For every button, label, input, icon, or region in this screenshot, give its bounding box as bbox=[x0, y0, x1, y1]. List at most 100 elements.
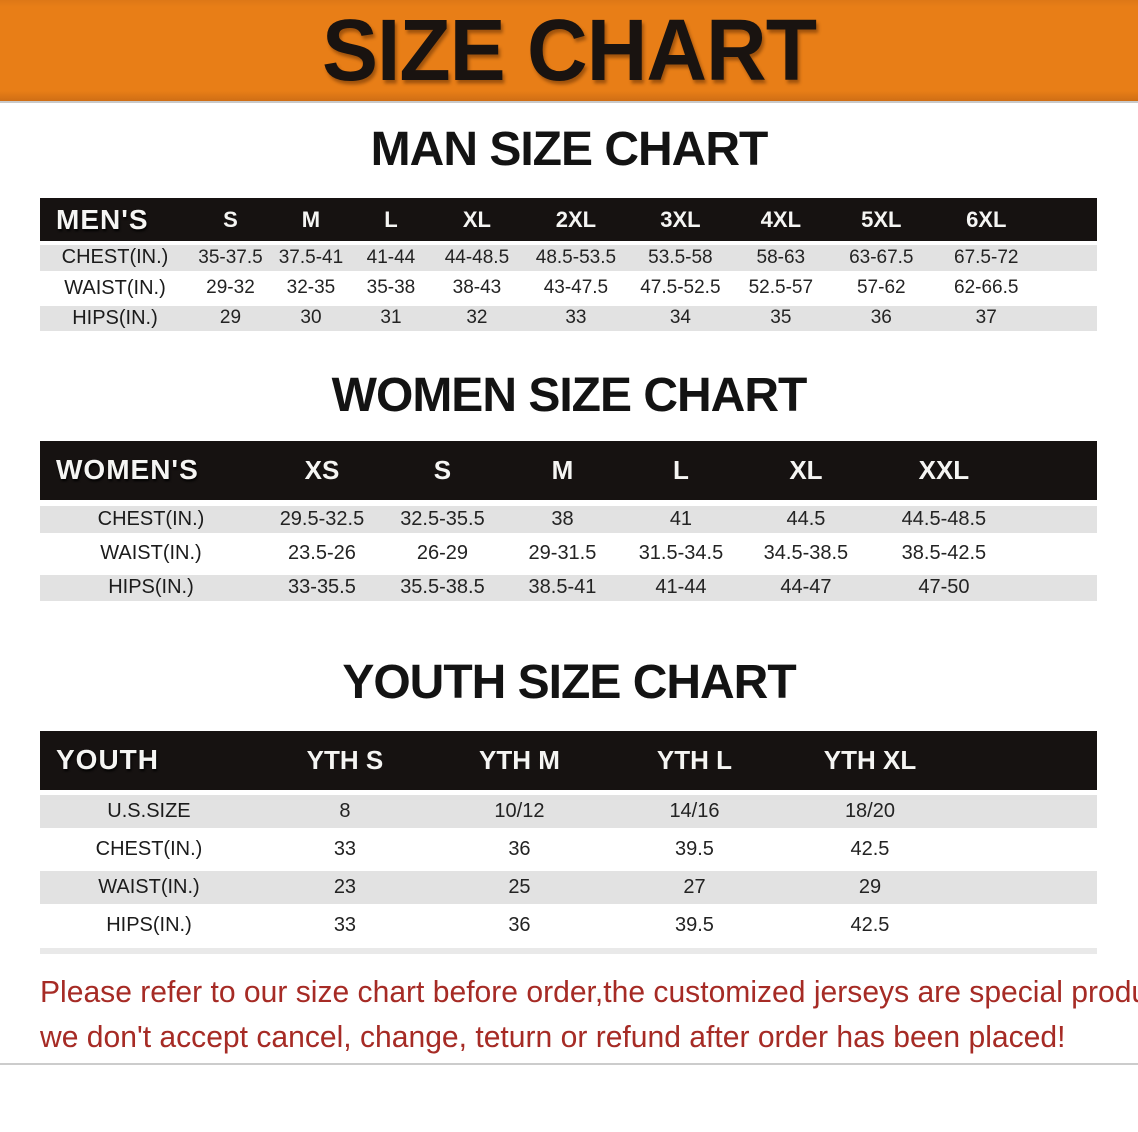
table-row: HIPS(IN.) 29 30 31 32 33 34 35 36 37 bbox=[40, 303, 1097, 336]
column-header: 5XL bbox=[829, 198, 933, 245]
column-header: XS bbox=[261, 440, 382, 506]
size-value: 44-48.5 bbox=[430, 243, 523, 276]
size-value: 37 bbox=[932, 303, 1040, 336]
size-value: 39.5 bbox=[606, 830, 782, 871]
row-label: U.S.SIZE bbox=[40, 792, 258, 833]
column-header: XXL bbox=[871, 440, 1016, 506]
size-value: 47-50 bbox=[871, 570, 1016, 609]
size-value: 29-31.5 bbox=[502, 536, 622, 575]
table-title-cell: YOUTH bbox=[40, 730, 258, 795]
size-value: 48.5-53.5 bbox=[522, 243, 629, 276]
filler-cell bbox=[1015, 502, 1097, 541]
size-value: 35 bbox=[731, 303, 830, 336]
table-row: CHEST(IN.) 35-37.5 37.5-41 41-44 44-48.5 48.5… bbox=[40, 243, 1097, 276]
size-value: 38.5-42.5 bbox=[871, 536, 1016, 575]
column-header: S bbox=[190, 198, 271, 245]
table-header-row: WOMEN'S XS S M L XL XXL bbox=[40, 440, 1097, 506]
column-header: YTH S bbox=[257, 730, 432, 795]
size-value: 43-47.5 bbox=[522, 273, 629, 306]
row-label: WAIST(IN.) bbox=[40, 536, 262, 575]
size-value: 62-66.5 bbox=[932, 273, 1040, 306]
table-row: WAIST(IN.) 29-32 32-35 35-38 38-43 43-47.5 47.… bbox=[40, 273, 1097, 306]
table-row: CHEST(IN.) 33 36 39.5 42.5 bbox=[40, 830, 1097, 871]
size-value: 41-44 bbox=[350, 243, 431, 276]
filler-cell bbox=[957, 868, 1097, 909]
filler-cell bbox=[1039, 303, 1097, 336]
table-row: CHEST(IN.) 29.5-32.5 32.5-35.5 38 41 44.5 44.5… bbox=[40, 502, 1097, 541]
section-heading-man: MAN SIZE CHART bbox=[370, 123, 769, 176]
column-header: L bbox=[621, 440, 740, 506]
size-value: 33-35.5 bbox=[261, 570, 382, 609]
size-value: 44-47 bbox=[739, 570, 872, 609]
row-label: CHEST(IN.) bbox=[40, 830, 258, 871]
row-label: CHEST(IN.) bbox=[40, 243, 190, 276]
size-value: 42.5 bbox=[781, 906, 958, 947]
size-value: 38-43 bbox=[430, 273, 523, 306]
table-row: U.S.SIZE 8 10/12 14/16 18/20 bbox=[40, 792, 1097, 833]
size-value: 63-67.5 bbox=[829, 243, 933, 276]
filler-cell bbox=[1015, 536, 1097, 575]
size-value: 26-29 bbox=[381, 536, 503, 575]
size-value: 32.5-35.5 bbox=[381, 502, 503, 541]
row-label: WAIST(IN.) bbox=[40, 868, 258, 909]
table-title-cell: WOMEN'S bbox=[40, 440, 262, 506]
table-header-row: MEN'S S M L XL 2XL 3XL 4XL 5XL 6XL bbox=[40, 198, 1097, 245]
size-value: 57-62 bbox=[829, 273, 933, 306]
size-value: 10/12 bbox=[431, 792, 607, 833]
section-heading-youth: YOUTH SIZE CHART bbox=[342, 655, 796, 709]
table-header-row: YOUTH YTH S YTH M YTH L YTH XL bbox=[40, 730, 1097, 795]
column-header: L bbox=[350, 198, 431, 245]
size-value: 47.5-52.5 bbox=[628, 273, 732, 306]
size-value: 29 bbox=[190, 303, 271, 336]
section-heading-women: WOMEN SIZE CHART bbox=[331, 368, 808, 422]
bottom-divider bbox=[0, 1063, 1138, 1065]
size-value: 36 bbox=[431, 830, 607, 871]
row-label: HIPS(IN.) bbox=[40, 570, 262, 609]
size-value: 33 bbox=[257, 830, 432, 871]
size-value: 33 bbox=[522, 303, 629, 336]
size-value: 30 bbox=[270, 303, 351, 336]
column-header: XL bbox=[430, 198, 523, 245]
size-value: 29.5-32.5 bbox=[261, 502, 382, 541]
size-value: 42.5 bbox=[781, 830, 958, 871]
size-value: 44.5 bbox=[739, 502, 872, 541]
size-value: 32 bbox=[430, 303, 523, 336]
table-row: HIPS(IN.) 33-35.5 35.5-38.5 38.5-41 41-44 44-… bbox=[40, 570, 1097, 609]
column-header: S bbox=[381, 440, 503, 506]
row-label: WAIST(IN.) bbox=[40, 273, 190, 306]
size-value: 31.5-34.5 bbox=[621, 536, 740, 575]
filler-cell bbox=[1015, 570, 1097, 609]
youth-table-bottom-strip bbox=[40, 948, 1097, 954]
size-value: 25 bbox=[431, 868, 607, 909]
size-value: 23 bbox=[257, 868, 432, 909]
column-header: 3XL bbox=[628, 198, 732, 245]
size-value: 41 bbox=[621, 502, 740, 541]
table-title-cell: MEN'S bbox=[40, 198, 190, 245]
size-value: 33 bbox=[257, 906, 432, 947]
disclaimer-text: Please refer to our size chart before or… bbox=[40, 969, 1138, 1059]
size-value: 67.5-72 bbox=[932, 243, 1040, 276]
size-value: 34.5-38.5 bbox=[739, 536, 872, 575]
size-value: 35-38 bbox=[350, 273, 431, 306]
column-header: 2XL bbox=[522, 198, 629, 245]
column-header: YTH L bbox=[606, 730, 782, 795]
size-value: 58-63 bbox=[731, 243, 830, 276]
mens-size-table: MEN'S S M L XL 2XL 3XL 4XL 5XL 6XL CHEST(IN.) 35-37… bbox=[40, 198, 1097, 336]
table-row: WAIST(IN.) 23 25 27 29 bbox=[40, 868, 1097, 909]
youth-size-table: YOUTH YTH S YTH M YTH L YTH XL U.S.SIZE 8 10/12… bbox=[40, 730, 1097, 947]
size-value: 44.5-48.5 bbox=[871, 502, 1016, 541]
table-row: HIPS(IN.) 33 36 39.5 42.5 bbox=[40, 906, 1097, 947]
size-value: 41-44 bbox=[621, 570, 740, 609]
filler-cell bbox=[1015, 440, 1097, 506]
size-value: 37.5-41 bbox=[270, 243, 351, 276]
size-value: 36 bbox=[829, 303, 933, 336]
size-value: 27 bbox=[606, 868, 782, 909]
column-header: 4XL bbox=[731, 198, 830, 245]
column-header: YTH XL bbox=[781, 730, 958, 795]
size-value: 8 bbox=[257, 792, 432, 833]
column-header: YTH M bbox=[431, 730, 607, 795]
size-value: 53.5-58 bbox=[628, 243, 732, 276]
filler-cell bbox=[957, 830, 1097, 871]
size-value: 29-32 bbox=[190, 273, 271, 306]
size-value: 35.5-38.5 bbox=[381, 570, 503, 609]
